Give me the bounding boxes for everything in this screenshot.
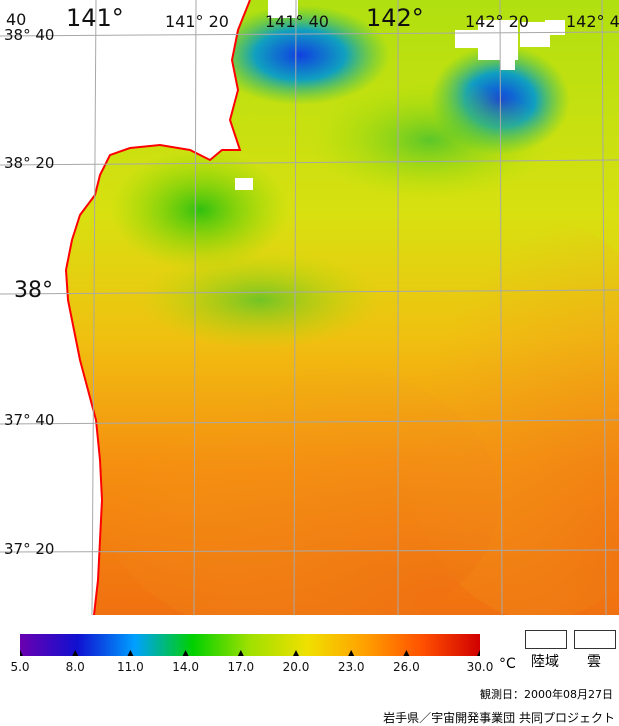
land-legend-label: 陸域 bbox=[531, 654, 559, 670]
color-scale-tick-label: 23.0 bbox=[337, 660, 365, 674]
color-scale-tick bbox=[293, 650, 299, 656]
color-scale-tick-label: 5.0 bbox=[10, 660, 30, 674]
sst-map-canvas bbox=[0, 0, 619, 615]
lon-label: 142° 4 bbox=[566, 12, 619, 31]
cloud-legend-swatch bbox=[574, 630, 616, 649]
color-scale-tick-label: 11.0 bbox=[117, 660, 144, 674]
color-scale-tick-label: 14.0 bbox=[172, 660, 199, 674]
color-scale-tick bbox=[348, 650, 355, 656]
cloud-legend-label: 雲 bbox=[587, 654, 601, 670]
graticule bbox=[0, 0, 619, 615]
color-scale-gradient bbox=[20, 634, 480, 656]
color-scale-tick bbox=[237, 650, 244, 656]
color-scale-tick bbox=[72, 650, 79, 656]
lon-label: 141° bbox=[66, 4, 124, 32]
lat-label: 37° 40 bbox=[4, 411, 55, 429]
lat-label: 38° 40 bbox=[4, 26, 55, 44]
lat-label: 38° bbox=[14, 278, 53, 303]
color-scale-ticks bbox=[20, 650, 480, 656]
sst-map: 40 141° 141° 20 141° 40 142° 142° 20 142… bbox=[0, 0, 619, 615]
color-scale-tick bbox=[403, 650, 410, 656]
credit-line: 岩手県／宇宙開発事業団 共同プロジェクト bbox=[383, 711, 615, 725]
color-scale-tick-label: 20.0 bbox=[282, 660, 310, 674]
color-scale-tick-label: 8.0 bbox=[65, 660, 85, 674]
observation-date: 観測日：2000年08月27日 bbox=[480, 688, 613, 701]
cool-patch-north bbox=[210, 5, 390, 105]
lon-label: 141° 40 bbox=[265, 12, 329, 31]
color-scale-bar bbox=[20, 634, 480, 656]
color-scale-tick bbox=[477, 650, 480, 656]
temperature-unit: °C bbox=[499, 656, 516, 672]
color-scale-tick-label: 26.0 bbox=[393, 660, 420, 674]
color-scale-tick bbox=[20, 650, 23, 656]
cool-patch-northcentral bbox=[310, 80, 550, 200]
lon-label: 142° bbox=[366, 4, 424, 32]
lon-label: 142° 20 bbox=[465, 12, 529, 31]
land-legend-swatch bbox=[525, 630, 567, 649]
color-scale-tick-label: 30.0 bbox=[466, 660, 494, 674]
lon-label: 40 bbox=[6, 10, 27, 29]
lat-label: 38° 20 bbox=[4, 154, 55, 172]
color-scale-tick-label: 17.0 bbox=[227, 660, 255, 674]
lon-label: 141° 20 bbox=[165, 12, 229, 31]
cloud-areas bbox=[235, 0, 565, 190]
land-area bbox=[0, 0, 250, 615]
cool-patch-central bbox=[140, 250, 380, 350]
color-scale-tick bbox=[182, 650, 189, 656]
color-scale-tick bbox=[127, 650, 134, 656]
lat-label: 37° 20 bbox=[4, 540, 55, 558]
